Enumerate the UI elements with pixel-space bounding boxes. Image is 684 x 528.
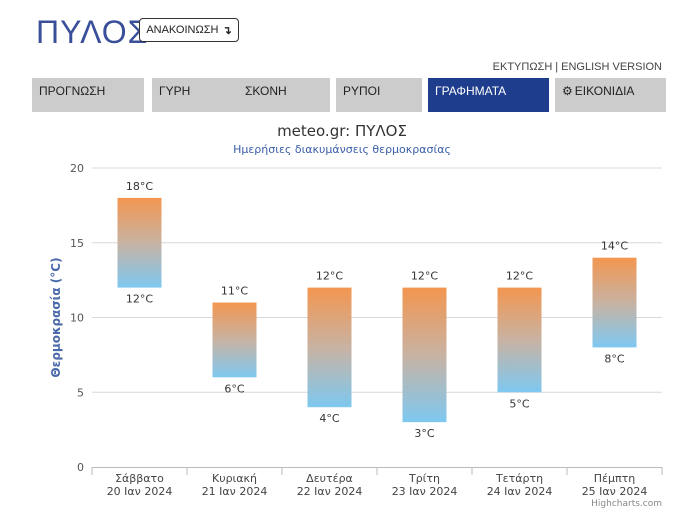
tab-label: ΡΥΠΟΙ <box>343 84 381 98</box>
x-tick-label-day: Τετάρτη <box>495 472 543 485</box>
chart-subtitle: Ημερήσιες διακυμάνσεις θερμοκρασίας <box>233 143 451 156</box>
chart-title: meteo.gr: ΠΥΛΟΣ <box>277 122 407 140</box>
tab-label: ΠΡΟΓΝΩΣΗ <box>39 84 106 98</box>
english-version-link[interactable]: ENGLISH VERSION <box>561 61 662 73</box>
low-value-label: 8°C <box>604 352 624 365</box>
announcement-label: ΑΝΑΚΟΙΝΩΣΗ <box>146 24 219 36</box>
y-tick-label: 15 <box>70 237 84 250</box>
page-title: ΠΥΛΟΣ <box>36 14 149 50</box>
high-value-label: 11°C <box>221 285 248 298</box>
high-value-label: 12°C <box>411 270 438 283</box>
y-tick-label: 10 <box>70 312 84 325</box>
announcement-button[interactable]: ΑΝΑΚΟΙΝΩΣΗ ↴ <box>139 18 239 42</box>
print-link[interactable]: ΕΚΤΥΠΩΣΗ <box>492 61 553 73</box>
y-tick-label: 5 <box>77 386 84 399</box>
y-axis-title: Θερμοκρασία (°C) <box>49 257 63 377</box>
chart-credits[interactable]: Highcharts.com <box>591 499 662 509</box>
low-value-label: 5°C <box>509 397 529 410</box>
y-tick-label: 0 <box>77 461 84 474</box>
high-value-label: 14°C <box>601 240 628 253</box>
tab-label: ΣΚΟΝΗ <box>245 84 287 98</box>
high-value-label: 12°C <box>316 270 343 283</box>
low-value-label: 3°C <box>414 427 434 440</box>
x-tick-label-day: Δευτέρα <box>306 472 353 485</box>
temperature-range-bar <box>402 287 447 423</box>
low-value-label: 6°C <box>224 382 244 395</box>
high-value-label: 18°C <box>126 180 153 193</box>
x-tick-label-day: Τρίτη <box>408 472 440 485</box>
x-tick-label-day: Κυριακή <box>212 472 257 485</box>
x-tick-label-date: 22 Ιαν 2024 <box>297 485 363 498</box>
x-tick-label-date: 20 Ιαν 2024 <box>107 485 173 498</box>
temperature-range-bar <box>497 287 542 393</box>
tab-label: ΓΡΑΦΗΜΑΤΑ <box>435 84 507 98</box>
tab-label: ΕΙΚΟΝΙΔΙΑ <box>574 84 635 98</box>
y-tick-label: 20 <box>70 162 84 175</box>
temperature-range-bar <box>117 197 162 288</box>
x-tick-label-day: Πέμπτη <box>594 472 635 485</box>
low-value-label: 4°C <box>319 412 339 425</box>
x-tick-label-date: 21 Ιαν 2024 <box>202 485 268 498</box>
tab-forecast[interactable]: ΠΡΟΓΝΩΣΗ <box>32 78 144 112</box>
x-tick-label-date: 25 Ιαν 2024 <box>582 485 648 498</box>
temperature-range-bar <box>212 302 257 378</box>
x-tick-label-date: 24 Ιαν 2024 <box>487 485 553 498</box>
gear-icon: ⚙ <box>562 84 573 98</box>
top-links: ΕΚΤΥΠΩΣΗ | ENGLISH VERSION <box>493 61 662 73</box>
high-value-label: 12°C <box>506 270 533 283</box>
tab-dust[interactable]: ΣΚΟΝΗ <box>238 78 330 112</box>
temperature-range-bar <box>307 287 352 408</box>
tab-label: ΓΥΡΗ <box>159 84 191 98</box>
x-tick-label-date: 23 Ιαν 2024 <box>392 485 458 498</box>
arrow-down-icon: ↴ <box>222 24 232 37</box>
temperature-range-bar <box>592 257 637 348</box>
low-value-label: 12°C <box>126 293 153 306</box>
tab-graphs[interactable]: ΓΡΑΦΗΜΑΤΑ <box>428 78 549 112</box>
link-separator: | <box>555 61 559 73</box>
x-tick-label-day: Σάββατο <box>115 472 164 485</box>
tab-pollutants[interactable]: ΡΥΠΟΙ <box>336 78 422 112</box>
tab-icons[interactable]: ⚙ ΕΙΚΟΝΙΔΙΑ <box>555 78 666 112</box>
